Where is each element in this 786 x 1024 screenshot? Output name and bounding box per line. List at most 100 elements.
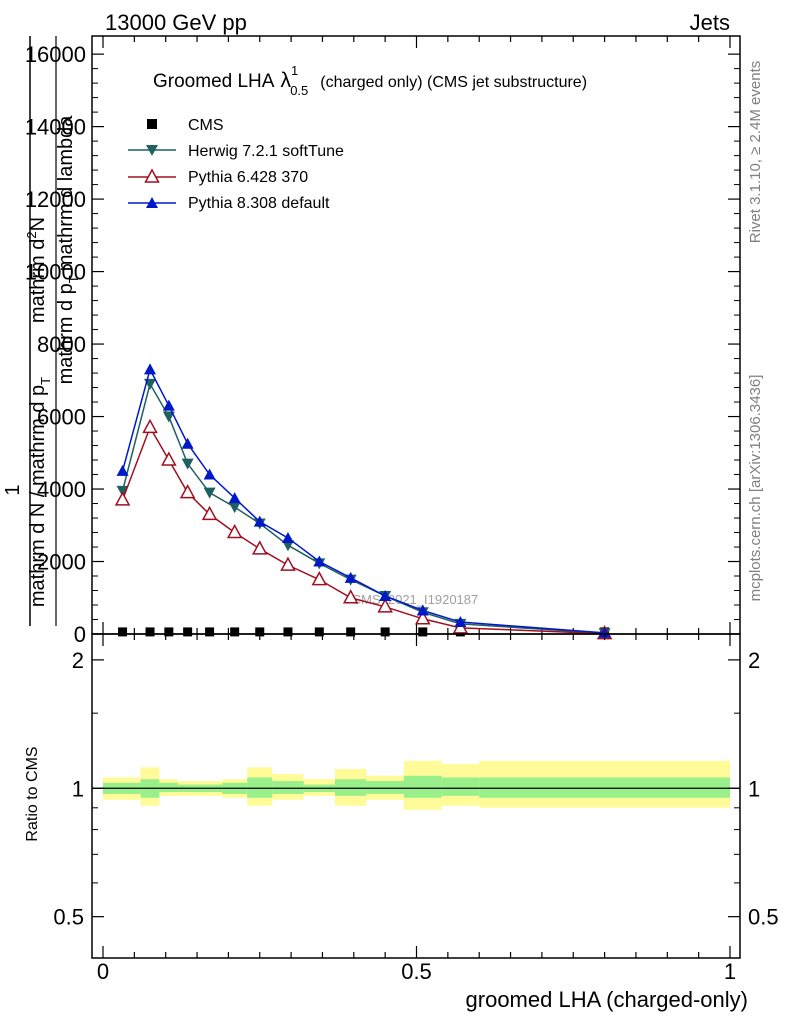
ratio-band-inner bbox=[479, 777, 730, 798]
legend-marker-pythia8 bbox=[146, 197, 158, 208]
data-point-pythia8 bbox=[203, 468, 216, 480]
ratio-y-tick-label: 2 bbox=[72, 648, 84, 673]
data-point-cms bbox=[314, 627, 324, 637]
data-point-pythia6 bbox=[280, 556, 296, 571]
data-point-cms bbox=[255, 627, 265, 637]
data-point-cms bbox=[346, 627, 356, 637]
data-point-pythia6 bbox=[377, 598, 393, 613]
ratio-y-tick-label-right: 1 bbox=[748, 776, 760, 801]
ylabel-denominator-2: mathrm d pTmathrm d lambda bbox=[55, 115, 81, 385]
data-point-pythia6 bbox=[179, 484, 196, 499]
data-point-pythia6 bbox=[342, 589, 359, 604]
x-tick-label: 1 bbox=[724, 959, 736, 984]
data-point-pythia6 bbox=[114, 491, 131, 506]
data-point-cms bbox=[283, 627, 293, 637]
series-4 bbox=[116, 363, 611, 638]
data-point-cms bbox=[205, 627, 215, 637]
ylabel-one: 1 bbox=[2, 484, 24, 495]
ratio-plot-frame bbox=[91, 633, 741, 959]
series-line bbox=[121, 367, 605, 634]
legend-marker-pythia6 bbox=[144, 168, 160, 183]
data-point-pythia8 bbox=[181, 437, 194, 449]
data-point-pythia8 bbox=[344, 571, 357, 583]
data-point-cms bbox=[183, 627, 193, 637]
header-right-label: Jets bbox=[690, 10, 730, 35]
legend-item-herwig: Herwig 7.2.1 softTune bbox=[128, 143, 344, 160]
analysis-watermark: CMS_2021_I1920187 bbox=[352, 592, 479, 607]
data-point-pythia8 bbox=[228, 492, 241, 504]
series-3 bbox=[114, 418, 613, 640]
ratio-band-inner bbox=[403, 775, 442, 798]
x-tick-label: 0 bbox=[97, 959, 109, 984]
data-point-pythia6 bbox=[251, 540, 268, 555]
legend-item-cms: CMS bbox=[147, 117, 224, 134]
main-y-tick-label: 4000 bbox=[37, 477, 86, 502]
data-point-pythia8 bbox=[144, 363, 157, 375]
ratio-uncertainty-bands bbox=[103, 760, 730, 810]
ratio-band-inner bbox=[441, 777, 480, 796]
main-y-axis-label: 1 mathrm d2N mathrm d N / mathrm d pT ma… bbox=[2, 36, 81, 626]
data-point-pythia6 bbox=[415, 610, 431, 625]
data-point-cms bbox=[145, 627, 155, 637]
data-point-pythia8 bbox=[379, 589, 392, 601]
data-point-herwig bbox=[228, 502, 241, 514]
ylabel-numerator: mathrm d2N bbox=[24, 217, 49, 323]
data-point-pythia8 bbox=[454, 616, 467, 628]
data-point-cms bbox=[380, 627, 390, 637]
data-point-cms bbox=[164, 627, 174, 637]
data-point-cms bbox=[418, 627, 428, 637]
rivet-version-label: Rivet 3.1.10, ≥ 2.4M events bbox=[747, 61, 764, 244]
data-point-pythia6 bbox=[226, 523, 243, 539]
data-point-pythia8 bbox=[313, 555, 326, 567]
data-point-pythia6 bbox=[161, 451, 177, 466]
legend-marker-herwig bbox=[146, 145, 158, 156]
legend-label-herwig: Herwig 7.2.1 softTune bbox=[188, 143, 344, 160]
ratio-band-inner bbox=[272, 781, 304, 794]
legend-marker-cms bbox=[147, 119, 157, 129]
legend-label-pythia6: Pythia 6.428 370 bbox=[188, 169, 308, 186]
legend-label-pythia8: Pythia 8.308 default bbox=[188, 195, 330, 212]
data-point-herwig bbox=[203, 487, 216, 499]
ratio-plot-panel: 0.5 0.5 1 1 2 2 0 0.5 1 bbox=[53, 633, 779, 984]
ylabel-denominator-1: mathrm d N / mathrm d pT bbox=[27, 377, 53, 607]
data-point-pythia6 bbox=[311, 571, 328, 586]
x-tick-label: 0.5 bbox=[401, 959, 432, 984]
main-y-tick-label: 0 bbox=[74, 622, 86, 647]
main-series-group bbox=[114, 363, 613, 640]
plot-title: Groomed LHA λ1 0.5 (charged only) (CMS jet … bbox=[153, 63, 587, 98]
ratio-band-inner bbox=[247, 777, 273, 798]
ratio-band-inner bbox=[334, 779, 367, 796]
main-y-tick-label: 2000 bbox=[37, 550, 86, 575]
data-point-herwig bbox=[181, 458, 194, 470]
legend-item-pythia8: Pythia 8.308 default bbox=[128, 195, 330, 212]
data-point-pythia6 bbox=[142, 418, 158, 434]
ratio-y-tick-label: 0.5 bbox=[53, 905, 84, 930]
data-point-pythia8 bbox=[116, 464, 129, 476]
legend-item-pythia6: Pythia 6.428 370 bbox=[128, 168, 308, 186]
series-line bbox=[121, 381, 605, 635]
data-point-herwig bbox=[162, 411, 175, 423]
data-point-pythia8 bbox=[598, 626, 611, 638]
data-point-cms bbox=[118, 627, 128, 637]
legend: CMS Herwig 7.2.1 softTune Pythia 6.428 3… bbox=[128, 117, 344, 212]
legend-label-cms: CMS bbox=[188, 117, 224, 134]
ratio-axes: 0.5 0.5 1 1 2 2 0 0.5 1 bbox=[53, 634, 779, 984]
data-point-cms bbox=[230, 627, 240, 637]
data-point-pythia6 bbox=[201, 505, 218, 521]
header-left-label: 13000 GeV pp bbox=[105, 10, 247, 35]
ratio-band-inner bbox=[366, 781, 404, 794]
main-y-tick-label: 8000 bbox=[37, 332, 86, 357]
data-point-pythia8 bbox=[162, 399, 175, 411]
data-point-pythia8 bbox=[253, 515, 266, 527]
ratio-y-tick-label-right: 0.5 bbox=[748, 905, 779, 930]
data-point-pythia8 bbox=[281, 531, 294, 543]
ratio-y-tick-label: 1 bbox=[72, 776, 84, 801]
main-y-tick-label: 6000 bbox=[37, 405, 86, 430]
ratio-band-inner bbox=[159, 782, 179, 793]
data-point-pythia8 bbox=[416, 604, 429, 616]
ratio-y-axis-label: Ratio to CMS bbox=[24, 746, 41, 841]
mcplots-source-label: mcplots.cern.ch [arXiv:1306.3436] bbox=[747, 375, 764, 602]
